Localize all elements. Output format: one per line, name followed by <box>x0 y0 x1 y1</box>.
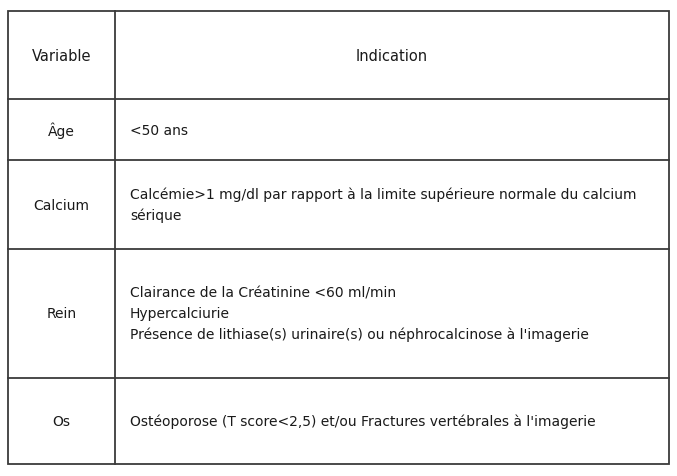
Text: Os: Os <box>53 414 70 428</box>
Text: <50 ans: <50 ans <box>130 124 188 138</box>
Text: Calcémie>1 mg/dl par rapport à la limite supérieure normale du calcium: Calcémie>1 mg/dl par rapport à la limite… <box>130 188 636 202</box>
Text: Indication: Indication <box>356 49 428 63</box>
Text: sérique: sérique <box>130 208 181 223</box>
Text: Âge: Âge <box>48 122 75 139</box>
Text: Hypercalciurie: Hypercalciurie <box>130 307 230 321</box>
Text: Variable: Variable <box>32 49 91 63</box>
Text: Clairance de la Créatinine <60 ml/min: Clairance de la Créatinine <60 ml/min <box>130 286 396 300</box>
Text: Calcium: Calcium <box>34 198 89 212</box>
Text: Présence de lithiase(s) urinaire(s) ou néphrocalcinose à l'imagerie: Présence de lithiase(s) urinaire(s) ou n… <box>130 327 589 342</box>
Text: Rein: Rein <box>47 307 77 321</box>
Text: Ostéoporose (T score<2,5) et/ou Fractures vertébrales à l'imagerie: Ostéoporose (T score<2,5) et/ou Fracture… <box>130 414 596 428</box>
